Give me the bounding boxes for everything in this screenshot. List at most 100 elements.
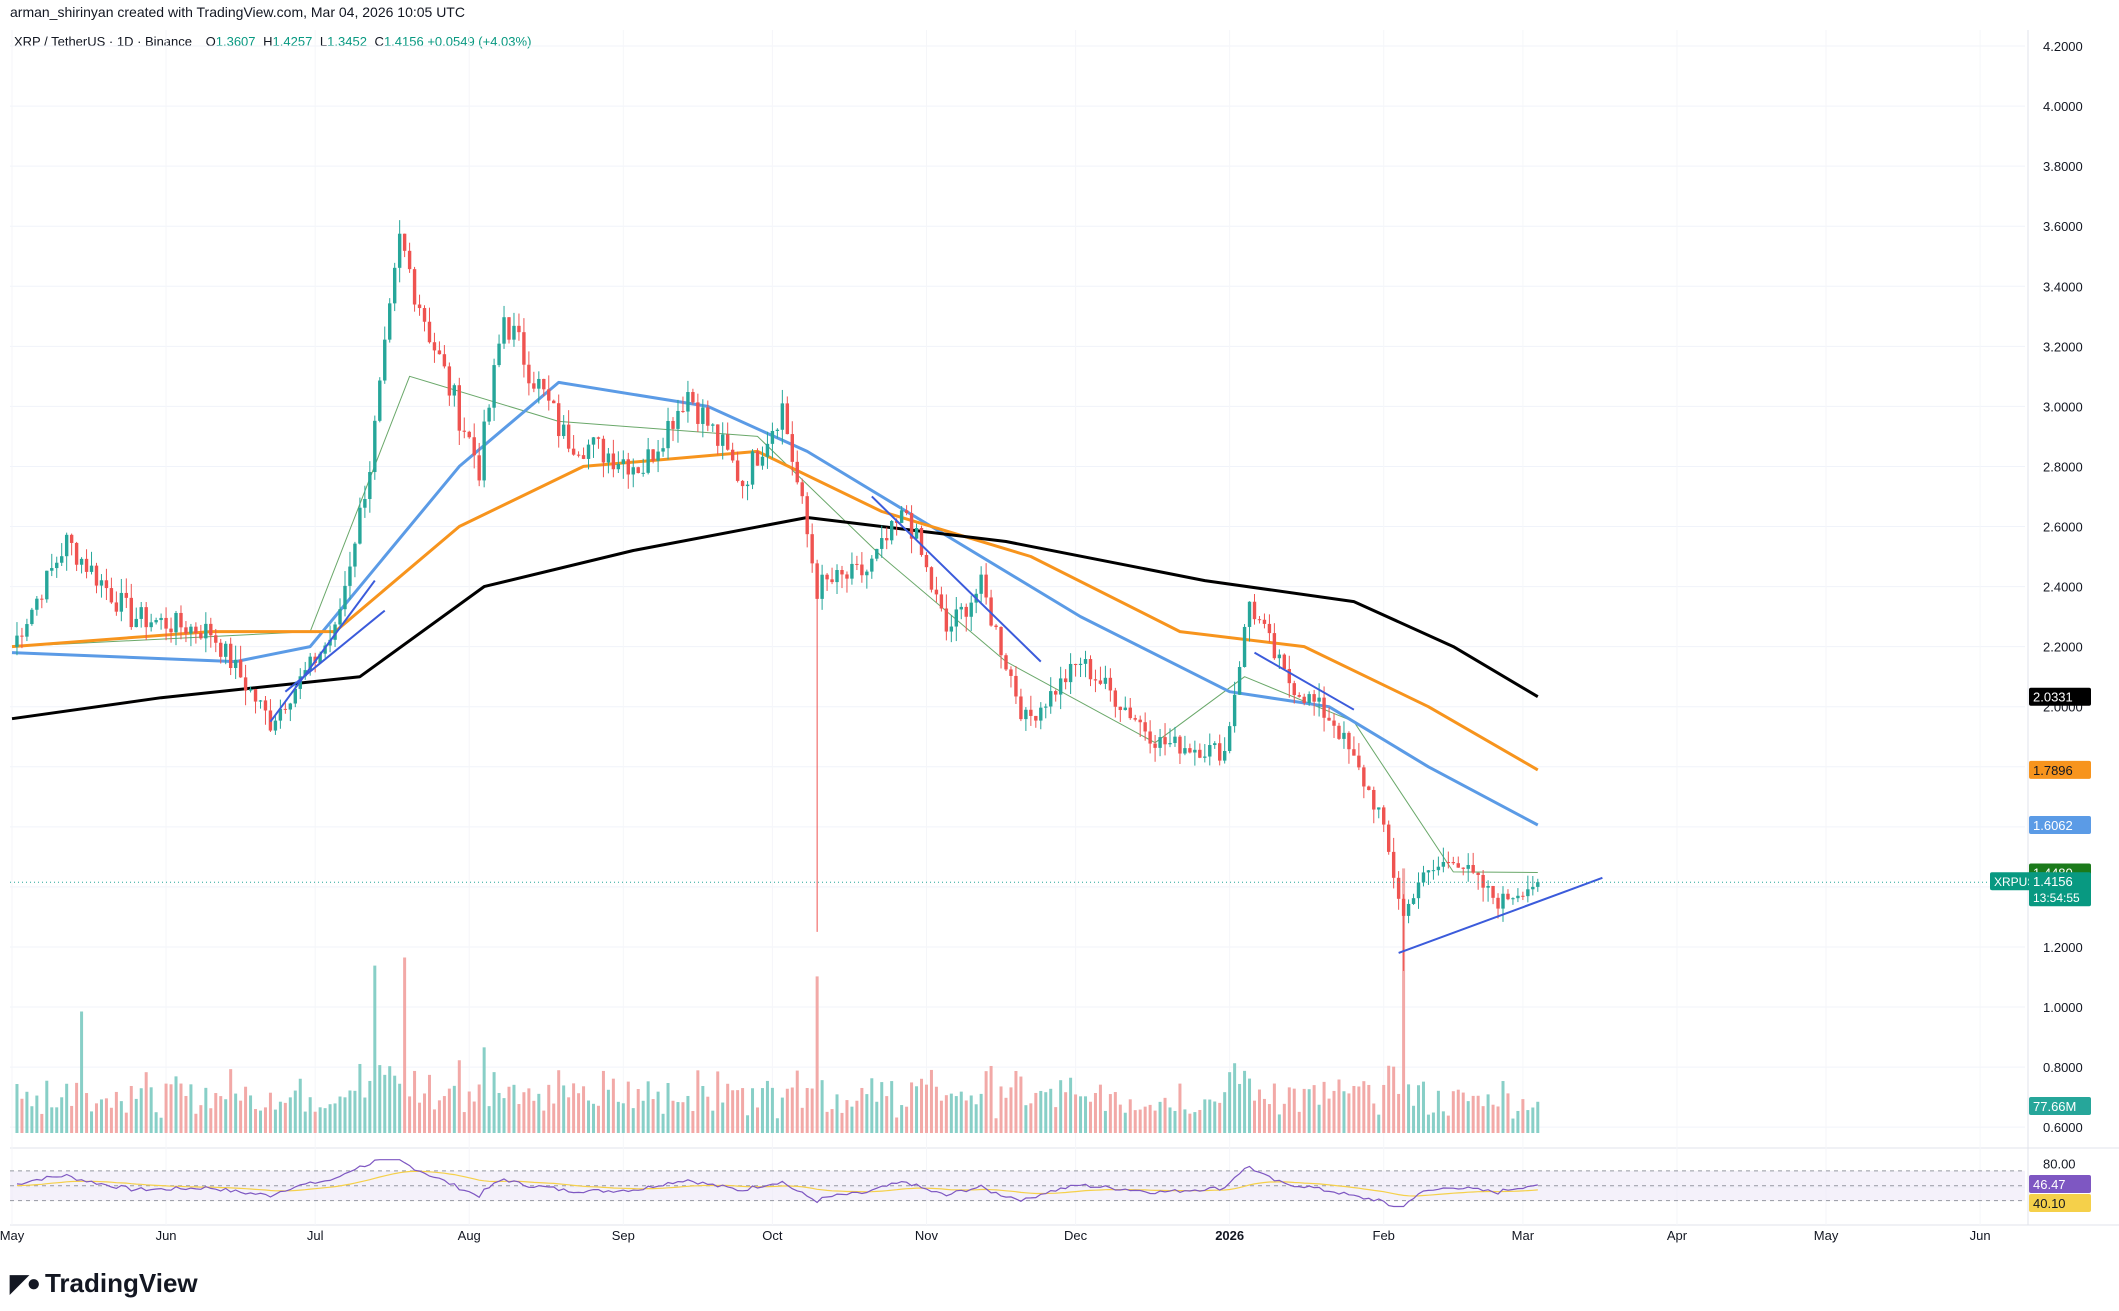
candle-body (765, 443, 770, 457)
volume-bar (746, 1115, 750, 1133)
volume-bar (164, 1083, 168, 1133)
candle-body (904, 510, 909, 514)
candle-body (233, 659, 238, 668)
volume-bar (835, 1094, 839, 1133)
volume-bar (606, 1089, 610, 1133)
volume-bar (691, 1111, 695, 1133)
volume-bar (1392, 1066, 1396, 1133)
volume-bar (1133, 1110, 1137, 1133)
rsi-value-badge: 46.47 (2033, 1177, 2066, 1192)
candle-body (571, 448, 576, 455)
volume-bar (537, 1093, 541, 1133)
volume-bar (651, 1099, 655, 1133)
candle-body (850, 563, 854, 579)
candle-body (929, 567, 934, 590)
candle-body (785, 403, 790, 435)
volume-bar (1272, 1083, 1276, 1133)
time-tick-label: Sep (612, 1228, 635, 1243)
volume-bar (1302, 1088, 1306, 1133)
candle-body (15, 635, 19, 647)
volume-bar (1029, 1103, 1033, 1133)
volume-bar (338, 1096, 342, 1133)
volume-bar (442, 1096, 446, 1133)
volume-badge: 77.66M (2033, 1099, 2076, 1114)
ma-value-badge: 1.6062 (2033, 818, 2073, 833)
candle-body (1128, 707, 1132, 719)
volume-bar (214, 1093, 218, 1133)
volume-bar (497, 1092, 501, 1133)
volume-bar (646, 1081, 650, 1133)
candle-body (964, 606, 968, 617)
volume-bar (1044, 1092, 1048, 1133)
volume-bar (80, 1011, 84, 1133)
candle-body (1173, 736, 1177, 744)
candle-body (60, 556, 64, 563)
volume-bar (119, 1101, 123, 1133)
candle-body (527, 364, 531, 384)
volume-bar (249, 1095, 253, 1133)
candle-body (1347, 732, 1351, 750)
candle-body (636, 467, 640, 474)
candle-body (696, 402, 700, 424)
candle-body (1009, 669, 1013, 676)
volume-bar (1282, 1103, 1286, 1133)
volume-bar (45, 1080, 49, 1133)
candle-body (855, 563, 859, 565)
candle-body (651, 449, 655, 461)
candle-body (283, 708, 288, 710)
candle-body (721, 434, 725, 446)
volume-bar (1377, 1114, 1381, 1133)
volume-bar (278, 1101, 282, 1133)
candle-body (388, 303, 392, 340)
candle-body (69, 534, 74, 543)
candle-body (1158, 737, 1162, 748)
moving-average-line (11, 380, 1539, 827)
candle-body (1327, 717, 1331, 721)
candle-body (889, 521, 894, 541)
volume-bar (512, 1084, 516, 1133)
volume-bar (174, 1076, 178, 1133)
candle-body (1287, 668, 1291, 684)
volume-bar (656, 1091, 660, 1133)
candle-body (686, 392, 690, 412)
candle-body (1282, 654, 1287, 669)
candle-body (25, 624, 29, 637)
candle-body (1078, 663, 1083, 666)
price-tick-label: 1.0000 (2043, 1000, 2083, 1015)
candle-body (243, 677, 248, 691)
volume-bar (204, 1087, 208, 1133)
candle-body (984, 574, 988, 598)
volume-bar (1218, 1102, 1222, 1133)
volume-bar (393, 1075, 397, 1133)
candle-body (805, 496, 809, 535)
candle-body (1058, 678, 1063, 695)
candle-body (1113, 690, 1118, 707)
volume-bar (587, 1100, 591, 1133)
candle-body (457, 385, 461, 431)
volume-bar (492, 1072, 496, 1133)
volume-bar (1128, 1099, 1132, 1133)
candle-body (1024, 709, 1028, 720)
time-tick-label: Aug (458, 1228, 481, 1243)
candle-body (1068, 663, 1073, 683)
volume-bar (616, 1101, 620, 1133)
volume-bar (840, 1112, 844, 1133)
volume-bar (1098, 1084, 1102, 1133)
candle-body (1272, 633, 1277, 659)
candle-body (1391, 851, 1396, 878)
candle-body (1436, 866, 1441, 871)
candle-body (860, 564, 864, 576)
candle-body (40, 598, 44, 600)
price-tick-label: 2.4000 (2043, 580, 2083, 595)
volume-bar (636, 1089, 640, 1133)
candle-body (1118, 706, 1123, 711)
candle-body (835, 570, 839, 583)
volume-bar (65, 1083, 69, 1133)
volume-bar (318, 1107, 322, 1133)
volume-bar (1407, 1084, 1411, 1133)
volume-bar (1357, 1086, 1361, 1133)
volume-bar (40, 1113, 44, 1133)
time-tick-label: Jun (1970, 1228, 1991, 1243)
volume-bar (800, 1107, 804, 1133)
